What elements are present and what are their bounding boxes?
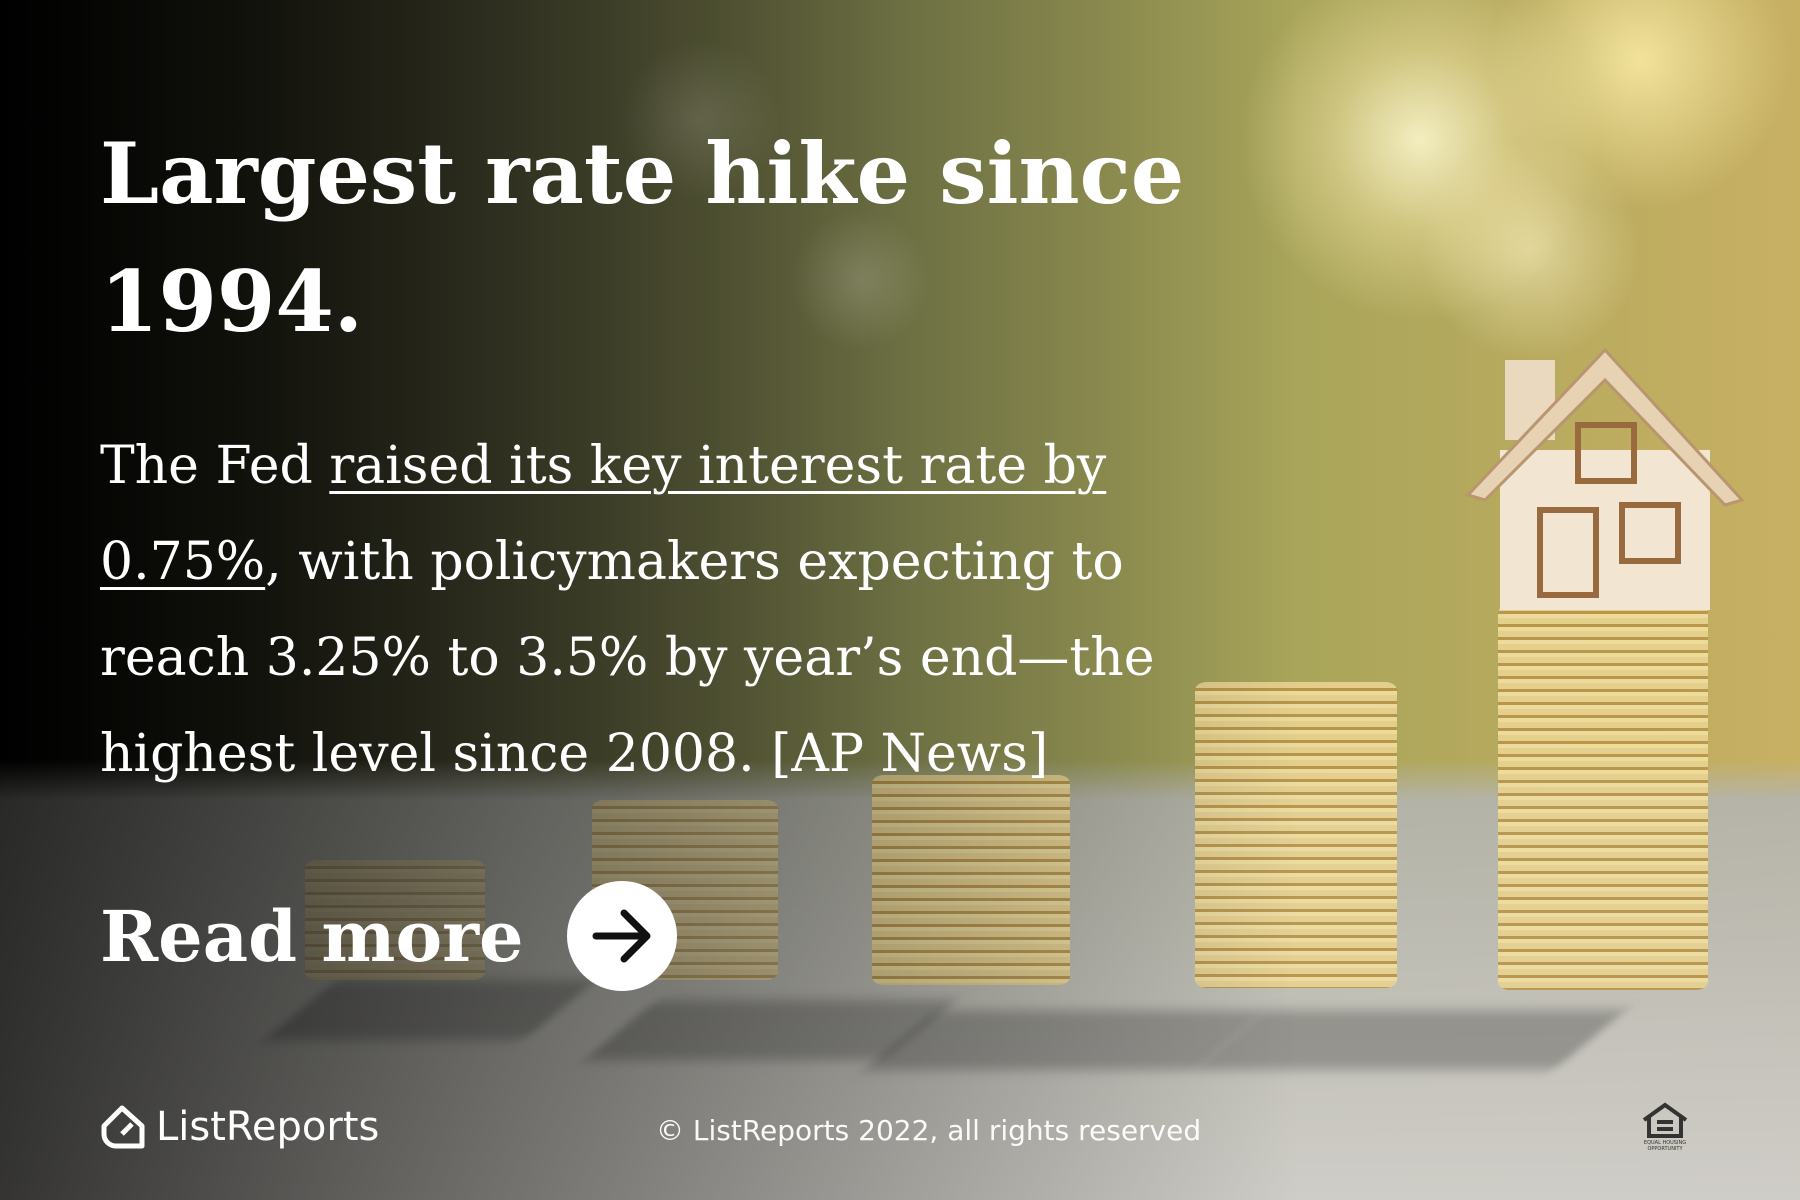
eho-icon <box>1642 1102 1688 1138</box>
source-link[interactable]: raised its key interest rate by 0.75% <box>100 436 1107 592</box>
eho-text: EQUAL HOUSING OPPORTUNITY <box>1643 1140 1687 1152</box>
read-more-button[interactable]: Read more <box>100 880 678 992</box>
body-text: The Fed raised its key interest rate by … <box>100 418 1280 802</box>
body-text-start: The Fed <box>100 436 330 496</box>
footer: ListReports © ListReports 2022, all righ… <box>0 1100 1800 1164</box>
copyright: © ListReports 2022, all rights reserved <box>656 1114 1202 1147</box>
brand-name: ListReports <box>156 1104 380 1150</box>
read-more-label: Read more <box>100 894 524 978</box>
body-text-end: , with policymakers expecting to reach 3… <box>100 532 1155 784</box>
equal-housing-logo: EQUAL HOUSING OPPORTUNITY <box>1638 1102 1692 1152</box>
logo-icon <box>101 1105 145 1149</box>
arrow-icon <box>566 881 677 991</box>
brand-logo: ListReports <box>100 1104 379 1150</box>
headline: Largest rate hike since 1994. <box>100 124 1185 351</box>
